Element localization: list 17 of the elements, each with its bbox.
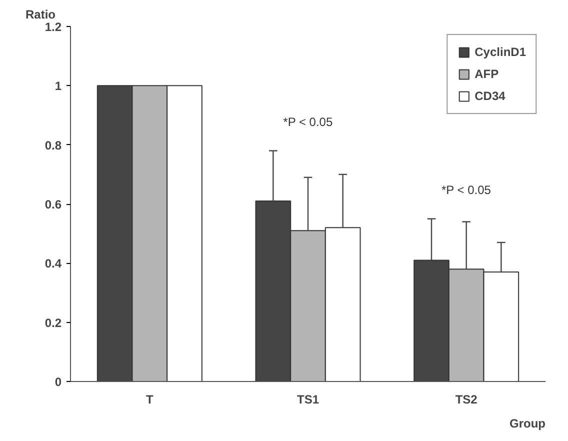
x-axis-title: Group <box>510 416 546 430</box>
annotation: *P < 0.05 <box>441 182 492 197</box>
annotation: *P < 0.05 <box>283 114 333 129</box>
y-tick-label: 1 <box>54 79 62 94</box>
legend-label: CyclinD1 <box>474 45 526 59</box>
y-tick-label: 0.8 <box>44 138 62 152</box>
x-tick-label: T <box>146 392 154 406</box>
y-tick-label: 0.6 <box>44 198 62 212</box>
x-tick-label: TS2 <box>455 392 478 406</box>
y-axis-title: Ratio <box>26 8 56 22</box>
y-tick-label: 0.2 <box>44 316 62 330</box>
y-tick-label: 0 <box>54 375 62 389</box>
legend-label: AFP <box>474 67 499 81</box>
x-tick-label: TS1 <box>296 392 320 406</box>
y-tick-label: 0.4 <box>44 256 62 271</box>
y-tick-label: 1.2 <box>44 20 62 34</box>
legend-label: CD34 <box>474 89 506 103</box>
